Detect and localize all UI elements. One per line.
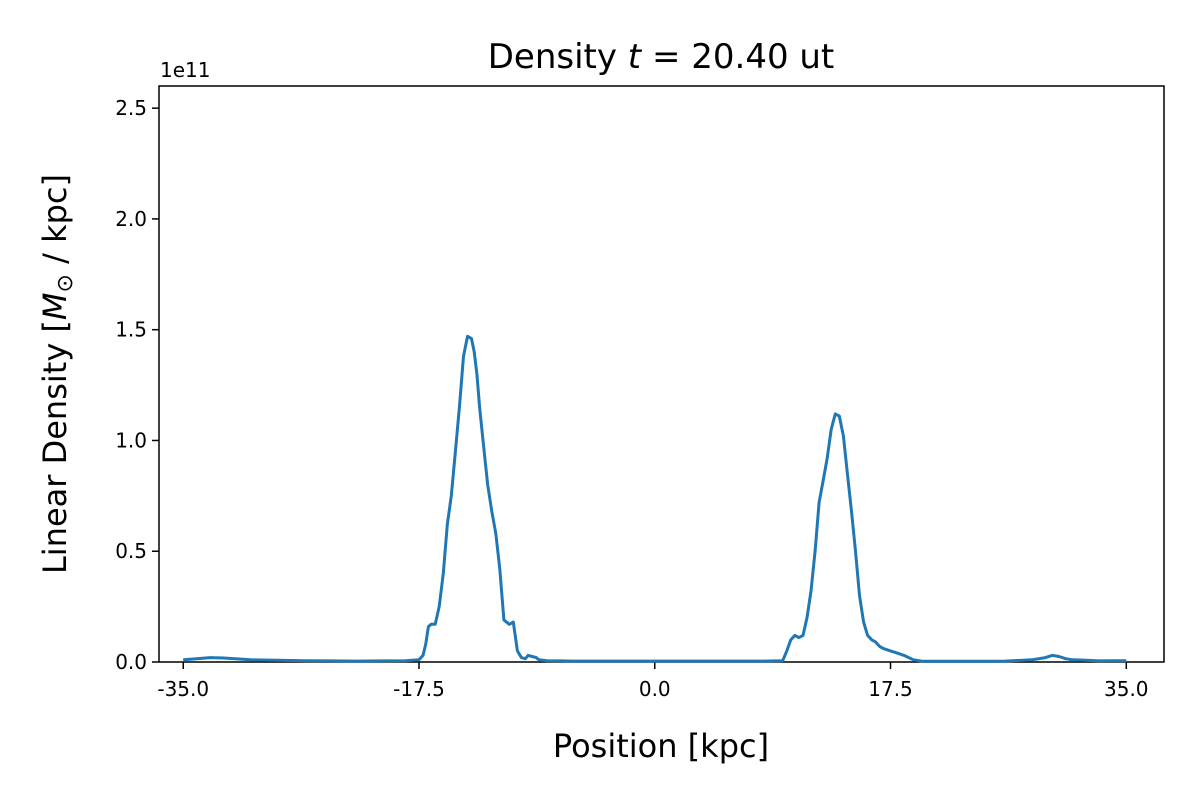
y-tick-label: 0.0 xyxy=(115,650,147,674)
x-tick-label: -35.0 xyxy=(157,677,209,701)
plot-area-frame xyxy=(158,85,1165,663)
chart-title-suffix: = 20.40 ut xyxy=(641,37,834,77)
y-tick-label: 1.5 xyxy=(115,318,147,342)
x-axis-ticks: -35.0 -17.5 0.0 17.5 35.0 xyxy=(157,662,1149,701)
y-tick-label: 2.0 xyxy=(115,207,147,231)
density-series-line xyxy=(183,334,1127,663)
x-tick-label: 17.5 xyxy=(868,677,913,701)
y-axis-label-suffix: / kpc] xyxy=(36,174,74,274)
y-tick-label: 0.5 xyxy=(115,539,147,563)
y-axis-ticks: 0.0 0.5 1.0 1.5 2.0 2.5 xyxy=(115,96,159,674)
y-axis-label-subscript: ⊙ xyxy=(53,274,78,292)
x-tick-label: 35.0 xyxy=(1104,677,1149,701)
chart-title-variable: t xyxy=(628,37,643,77)
x-tick-label: -17.5 xyxy=(393,677,445,701)
y-tick-label: 2.5 xyxy=(115,96,147,120)
y-axis-label: Linear Density [M⊙ / kpc] xyxy=(36,174,78,574)
x-tick-label: 0.0 xyxy=(639,677,671,701)
y-axis-label-symbol: M xyxy=(36,292,74,320)
y-offset-label: 1e11 xyxy=(160,58,210,82)
chart-title-prefix: Density xyxy=(488,37,628,77)
y-axis-label-prefix: Linear Density [ xyxy=(36,320,74,574)
x-axis-label: Position [kpc] xyxy=(553,727,769,765)
y-tick-label: 1.0 xyxy=(115,428,147,452)
chart-title: Density t = 20.40 ut xyxy=(488,37,835,77)
